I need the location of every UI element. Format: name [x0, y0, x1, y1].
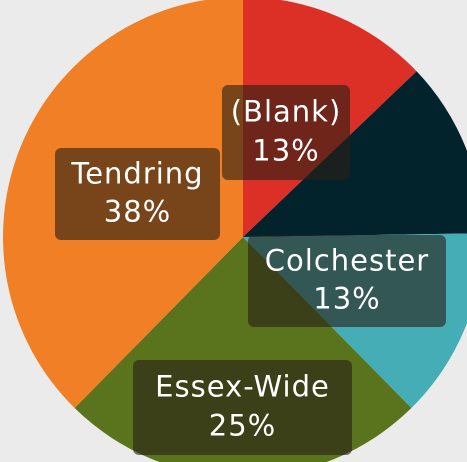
- label-box: [133, 360, 352, 455]
- slice-value-label: 13%: [313, 281, 380, 315]
- label-box: [248, 235, 446, 327]
- label-box: [222, 85, 350, 180]
- slice-value-label: 38%: [104, 194, 171, 228]
- label-box: [55, 148, 220, 240]
- slice-value-label: 25%: [209, 408, 276, 442]
- slice-label: Tendring: [70, 157, 203, 191]
- slice-label: Essex-Wide: [155, 370, 330, 404]
- slice-label: Colchester: [265, 244, 429, 278]
- pie-slice: [243, 71, 467, 237]
- slice-value-label: 13%: [252, 133, 319, 167]
- slice-label: (Blank): [231, 95, 342, 129]
